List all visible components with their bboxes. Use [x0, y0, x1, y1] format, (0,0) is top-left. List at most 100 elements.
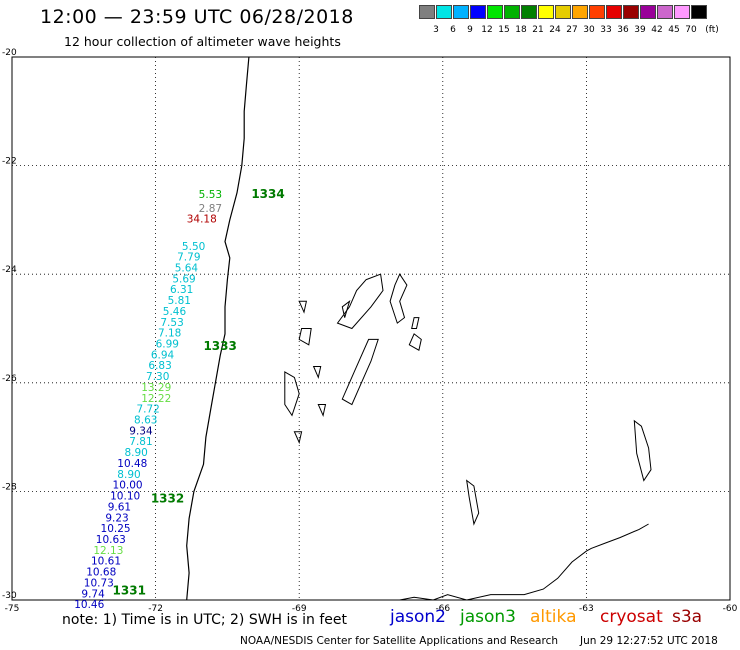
scale-label: 12	[481, 25, 493, 35]
scale-swatch	[521, 5, 537, 19]
scale-swatch	[453, 5, 469, 19]
scale-swatch	[538, 5, 554, 19]
lat-tick-label: -24	[2, 265, 17, 275]
scale-label: 6	[450, 25, 456, 35]
scale-swatch	[487, 5, 503, 19]
lat-tick-label: -30	[2, 591, 17, 601]
scale-swatch	[419, 5, 435, 19]
lat-tick-label: -26	[2, 374, 17, 384]
scale-label: 27	[566, 25, 578, 35]
page-title: 12:00 — 23:59 UTC 06/28/2018	[40, 6, 354, 28]
scale-swatch	[436, 5, 452, 19]
scale-swatch	[572, 5, 588, 19]
wave-height-label: 10.46	[74, 599, 104, 611]
scale-label: 36	[617, 25, 629, 35]
wave-height-label: 8.90	[117, 469, 140, 481]
scale-swatch	[470, 5, 486, 19]
satellite-altika: altika	[530, 607, 577, 627]
lon-tick-label: -72	[148, 604, 163, 614]
wave-height-label: 9.61	[108, 501, 131, 513]
scale-label: 33	[600, 25, 612, 35]
scale-label: 3	[433, 25, 439, 35]
wave-height-label: 10.00	[113, 480, 143, 492]
scale-label: 45	[668, 25, 680, 35]
wave-height-label: 34.18	[187, 214, 217, 226]
wave-height-label: 9.34	[129, 425, 153, 437]
wave-height-label: 10.68	[86, 567, 116, 579]
lon-tick-label: -75	[5, 604, 20, 614]
wave-height-label: 8.90	[124, 447, 147, 459]
scale-label: 24	[549, 25, 561, 35]
wave-height-label: 5.46	[163, 306, 187, 318]
lake-outline	[389, 273, 408, 324]
wave-height-label: 13.29	[141, 382, 171, 394]
scale-swatch	[657, 5, 673, 19]
lake-outline	[284, 371, 300, 417]
scale-swatch	[589, 5, 605, 19]
wave-height-label: 10.10	[110, 491, 140, 503]
scale-swatch	[623, 5, 639, 19]
scale-swatch	[640, 5, 656, 19]
scale-swatch	[674, 5, 690, 19]
page-subtitle: 12 hour collection of altimeter wave hei…	[64, 34, 341, 49]
wave-height-label: 6.99	[156, 339, 179, 351]
wave-height-label: 6.31	[170, 284, 193, 296]
credit-text: NOAA/NESDIS Center for Satellite Applica…	[240, 635, 558, 647]
coastline	[186, 56, 250, 601]
wave-height-label: 7.18	[158, 328, 181, 340]
lake-outline	[298, 328, 312, 346]
lake-outline	[293, 431, 303, 445]
lake-outline	[336, 273, 384, 330]
scale-label: 9	[467, 25, 473, 35]
lake-outline	[341, 338, 379, 406]
scale-swatch	[691, 5, 707, 19]
pass-number-label: 1334	[251, 187, 284, 201]
wave-height-label: 5.50	[182, 241, 205, 253]
lake-outline	[466, 479, 480, 526]
lake-outline	[341, 299, 351, 318]
wave-height-label: 2.87	[199, 203, 222, 215]
wave-height-label: 10.48	[117, 458, 147, 470]
lake-outline	[312, 366, 322, 380]
scale-label: 30	[583, 25, 595, 35]
wave-height-label: 5.53	[199, 189, 222, 201]
wave-height-label: 7.79	[177, 252, 200, 264]
pass-number-label: 1333	[203, 339, 236, 353]
wave-height-label: 7.30	[146, 371, 169, 383]
scale-label: 70	[685, 25, 697, 35]
wave-height-label: 10.63	[96, 534, 126, 546]
lake-outline	[317, 404, 327, 418]
lake-outline	[633, 419, 652, 482]
timestamp: Jun 29 12:27:52 UTC 2018	[580, 635, 718, 647]
scale-label: 39	[634, 25, 646, 35]
lake-outline	[298, 300, 308, 314]
scale-label: 21	[532, 25, 544, 35]
wave-height-label: 5.81	[168, 295, 191, 307]
scale-label: 42	[651, 25, 663, 35]
lake-outline	[408, 333, 422, 351]
scale-label: 15	[498, 25, 510, 35]
satellite-cryosat: cryosat	[600, 607, 663, 627]
wave-height-label: 7.53	[160, 317, 183, 329]
wave-height-label: 9.74	[81, 588, 105, 600]
wave-height-label: 9.23	[105, 512, 128, 524]
wave-height-label: 10.73	[84, 577, 114, 589]
scale-unit: (ft)	[705, 25, 719, 35]
lon-tick-label: -66	[435, 604, 450, 614]
lon-tick-label: -63	[579, 604, 594, 614]
map-frame	[11, 56, 731, 601]
wave-height-label: 6.83	[148, 360, 171, 372]
lon-tick-label: -69	[292, 604, 307, 614]
satellite-jason3: jason3	[460, 607, 516, 627]
lon-tick-label: -60	[723, 604, 738, 614]
wave-height-label: 8.63	[134, 415, 157, 427]
river-outline	[399, 523, 649, 601]
wave-height-label: 10.25	[101, 523, 131, 535]
wave-height-label: 7.72	[136, 404, 159, 416]
satellite-s3a: s3a	[672, 607, 703, 627]
satellite-jason2: jason2	[390, 607, 446, 627]
lat-tick-label: -20	[2, 48, 17, 58]
wave-height-label: 12.22	[141, 393, 171, 405]
wave-height-label: 10.61	[91, 556, 121, 568]
